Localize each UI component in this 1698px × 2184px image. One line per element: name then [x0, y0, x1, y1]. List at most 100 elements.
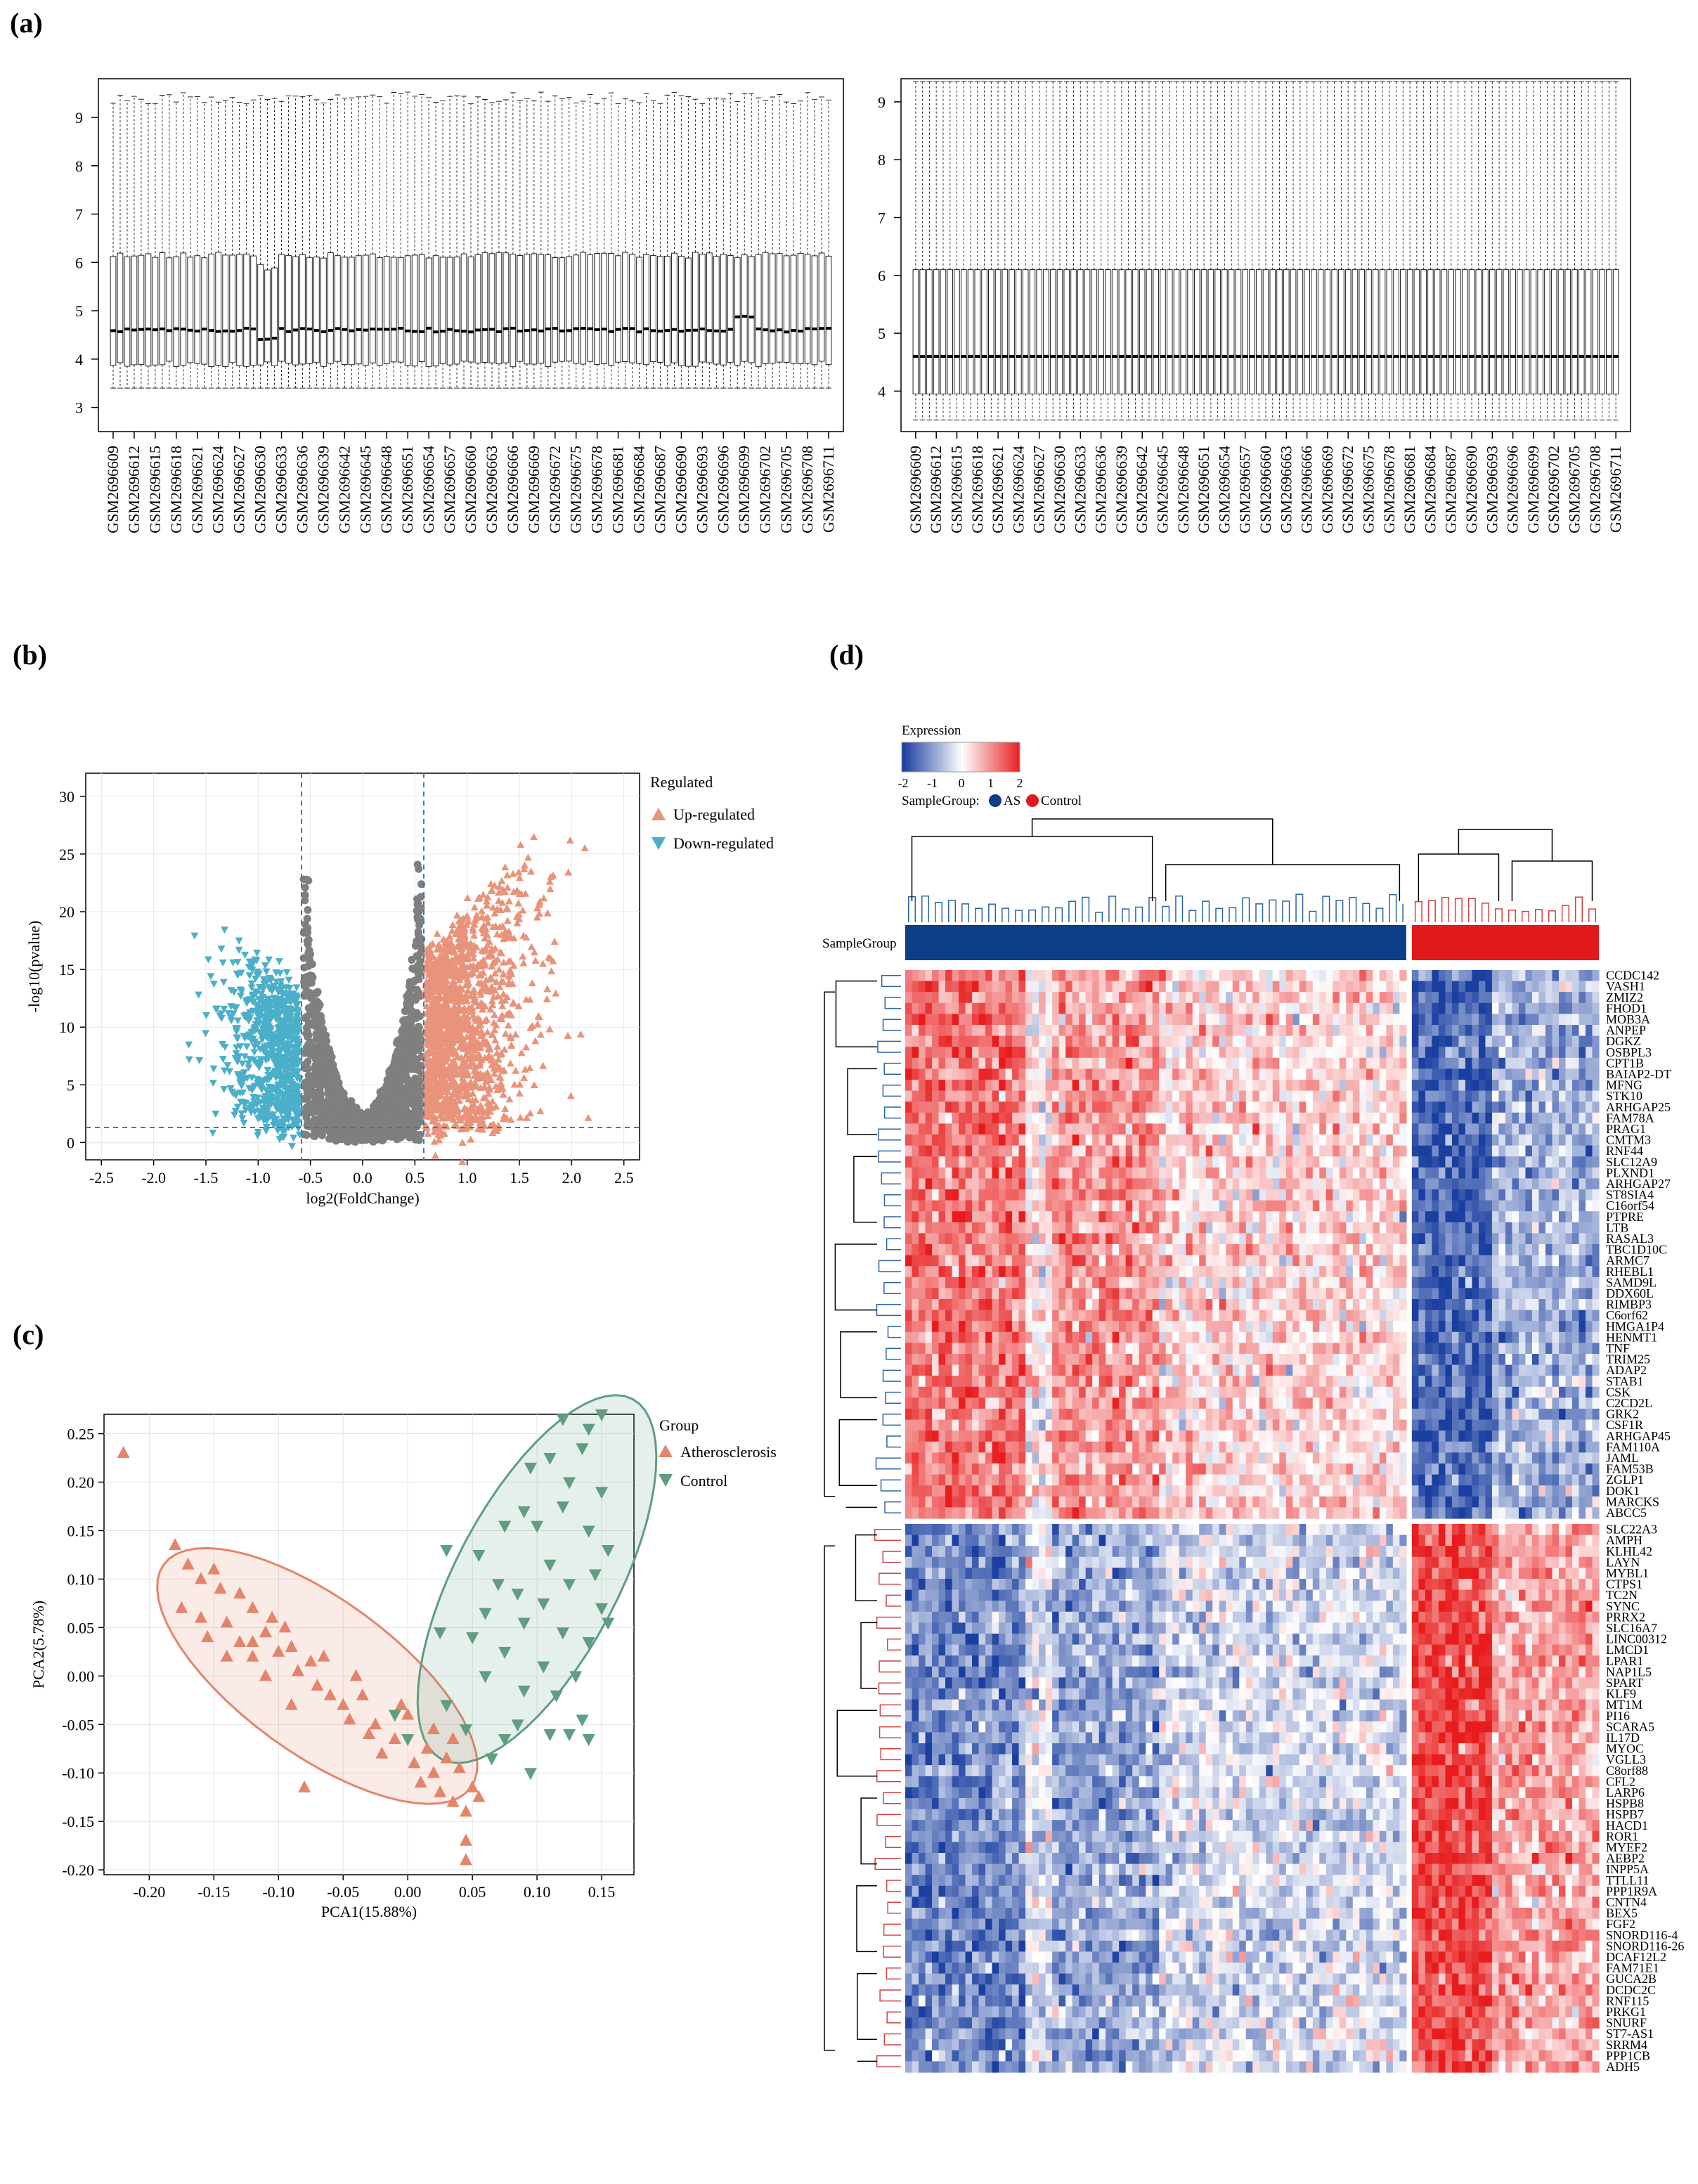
box [664, 255, 670, 366]
box [988, 269, 994, 395]
x-tick-label: GSM2696696 [1504, 446, 1522, 534]
box [748, 256, 755, 363]
x-tick-label: GSM2696711 [819, 446, 837, 533]
box [425, 257, 432, 367]
point-not-significant [325, 1127, 334, 1136]
point-not-significant [410, 1065, 419, 1073]
y-tick-label: 9 [878, 93, 886, 111]
y-tick-label: 0 [67, 1134, 74, 1151]
x-tick-label: GSM2696666 [504, 446, 521, 534]
box [960, 269, 967, 395]
y-tick-label: 8 [75, 157, 83, 175]
box [1482, 269, 1489, 395]
box [243, 253, 250, 367]
box [947, 269, 954, 395]
point-not-significant [401, 1070, 410, 1078]
box [166, 257, 173, 362]
x-tick-label: GSM2696684 [1421, 446, 1439, 534]
box [587, 254, 594, 362]
x-tick-label: GSM2696687 [651, 446, 668, 534]
box [1207, 269, 1214, 395]
box [954, 269, 960, 395]
x-tick-label: GSM2696612 [125, 446, 143, 534]
box [467, 257, 474, 363]
point-not-significant [412, 1089, 420, 1097]
point-not-significant [313, 988, 322, 996]
box [432, 255, 439, 367]
x-tick-label: GSM2696612 [927, 446, 945, 534]
x-tick-label: GSM2696660 [1257, 446, 1274, 534]
point-not-significant [391, 1095, 399, 1104]
box [552, 257, 559, 363]
point-not-significant [316, 1056, 324, 1064]
box [397, 257, 404, 363]
point-not-significant [320, 1065, 329, 1073]
box [524, 254, 531, 365]
box [159, 252, 166, 366]
point-not-significant [318, 1018, 326, 1026]
box [994, 269, 1002, 395]
point-not-significant [304, 936, 313, 944]
x-tick-label: GSM2696672 [546, 446, 564, 534]
box [1585, 269, 1592, 395]
point-not-significant [363, 1123, 371, 1131]
x-tick-label: GSM2696663 [1277, 446, 1295, 534]
point-not-significant [379, 1087, 387, 1095]
y-tick-label: 20 [59, 903, 74, 921]
point-not-significant [391, 1065, 399, 1073]
box [474, 254, 481, 363]
point-not-significant [411, 1033, 420, 1041]
box [608, 252, 615, 366]
point-not-significant [305, 946, 313, 955]
box [503, 252, 510, 363]
box [1366, 269, 1372, 395]
x-tick-label: -1.5 [194, 1169, 219, 1187]
point-not-significant [303, 1122, 311, 1130]
x-tick-label: GSM2696633 [273, 446, 290, 534]
box [1372, 269, 1379, 395]
box [383, 256, 390, 364]
box [1098, 269, 1104, 395]
box [264, 269, 271, 363]
point-not-significant [322, 1115, 330, 1123]
box [538, 254, 545, 364]
box [713, 256, 720, 365]
point-not-significant [323, 1080, 332, 1088]
box [1221, 269, 1228, 395]
box [1276, 269, 1283, 395]
box [1592, 269, 1599, 395]
point-not-significant [312, 1035, 320, 1043]
point-not-significant [309, 1009, 318, 1017]
y-tick-label: 9 [75, 109, 83, 127]
box [1200, 269, 1207, 395]
point-not-significant [391, 1056, 399, 1064]
box [292, 256, 299, 366]
box [1132, 269, 1139, 395]
point-not-significant [408, 1083, 416, 1091]
box [229, 254, 236, 363]
box [933, 269, 940, 395]
box [495, 252, 503, 365]
x-tick-label: GSM2696705 [777, 446, 795, 534]
point-not-significant [396, 1039, 404, 1047]
x-tick-label: 0.5 [406, 1169, 425, 1187]
x-tick-label: 1.0 [458, 1169, 477, 1187]
point-not-significant [405, 1130, 413, 1139]
box [1550, 269, 1557, 395]
x-tick-label: GSM2696627 [231, 446, 248, 534]
point-not-significant [304, 962, 313, 970]
box [1242, 269, 1249, 395]
box [1214, 269, 1221, 395]
box [545, 254, 552, 368]
x-tick-label: GSM2696654 [1215, 446, 1233, 534]
x-tick-label: GSM2696705 [1566, 446, 1583, 534]
box [926, 269, 933, 395]
box [981, 269, 987, 395]
point-not-significant [316, 1108, 324, 1116]
point-not-significant [303, 1094, 311, 1103]
y-tick-label: 5 [75, 302, 83, 320]
box [825, 255, 832, 366]
box [1503, 269, 1510, 395]
point-not-significant [414, 930, 422, 938]
box [1612, 269, 1619, 395]
